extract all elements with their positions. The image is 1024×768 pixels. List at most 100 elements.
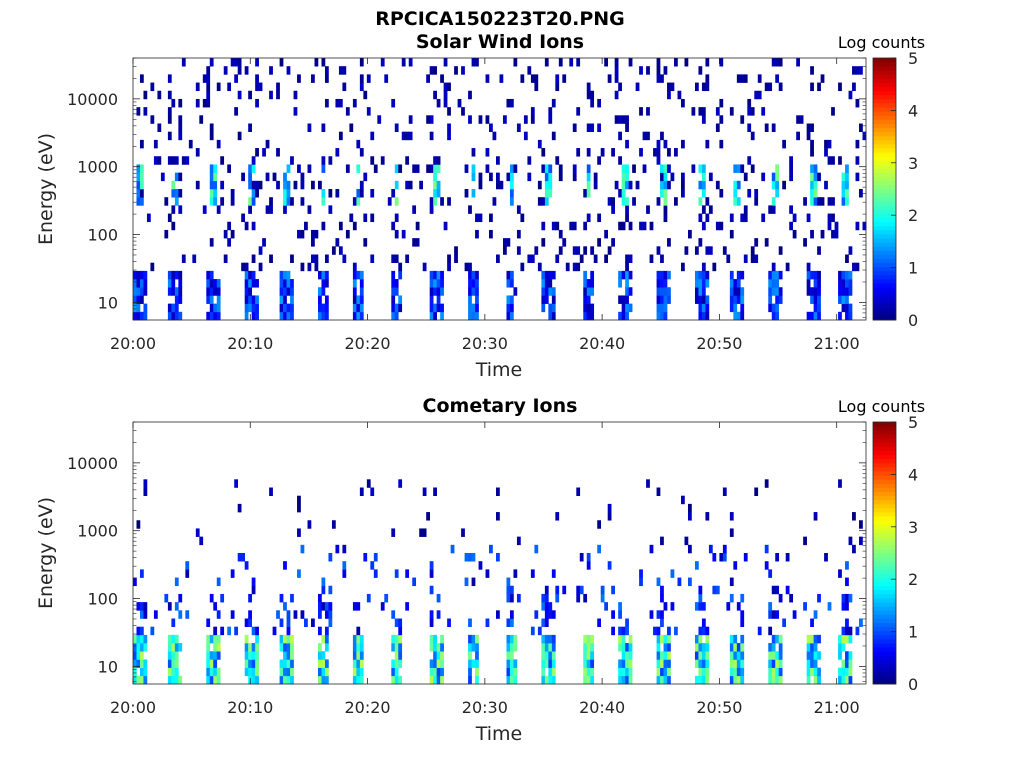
heatmap-cell	[551, 98, 556, 108]
heatmap-cell	[551, 659, 556, 668]
heatmap-cell	[729, 528, 734, 537]
heatmap-cell	[171, 287, 176, 296]
heatmap-cell	[639, 107, 643, 116]
heatmap-cell	[478, 180, 483, 190]
heatmap-cell	[436, 287, 441, 296]
heatmap-cell	[618, 295, 622, 304]
heatmap-cell	[297, 229, 301, 239]
heatmap-cell	[436, 303, 441, 313]
colorbar-swatch	[873, 651, 896, 656]
heatmap-cell	[429, 164, 434, 173]
heatmap-cell	[852, 512, 856, 521]
heatmap-cell	[681, 98, 685, 108]
heatmap-cell	[290, 651, 294, 660]
colorbar-swatch	[873, 156, 896, 161]
heatmap-cell	[859, 618, 863, 627]
heatmap-cell	[527, 66, 532, 75]
heatmap-cell	[845, 602, 849, 611]
heatmap-cell	[775, 667, 780, 677]
heatmap-cell	[328, 585, 333, 595]
heatmap-cell	[705, 303, 710, 313]
colorbar-swatch	[873, 516, 896, 521]
heatmap-cell	[429, 643, 434, 652]
heatmap-cell	[618, 82, 622, 92]
colorbar-swatch	[873, 238, 896, 243]
heatmap-cell	[649, 254, 654, 263]
heatmap-cell	[433, 303, 437, 313]
heatmap-cell	[708, 544, 713, 554]
heatmap-cell	[391, 287, 396, 296]
heatmap-cell	[318, 667, 322, 677]
heatmap-cell	[506, 303, 511, 313]
heatmap-cell	[314, 229, 319, 239]
heatmap-cell	[433, 659, 437, 668]
heatmap-cell	[506, 643, 511, 652]
heatmap-cell	[656, 643, 661, 652]
heatmap-cell	[502, 238, 507, 247]
heatmap-cell	[436, 279, 441, 288]
heatmap-cell	[241, 262, 245, 272]
heatmap-cell	[771, 667, 776, 677]
heatmap-cell	[845, 254, 849, 263]
heatmap-cell	[286, 279, 291, 288]
heatmap-cell	[701, 626, 706, 636]
heatmap-cell	[461, 107, 465, 116]
colorbar-swatch	[873, 663, 896, 669]
heatmap-cell	[544, 270, 549, 280]
heatmap-cell	[356, 311, 361, 321]
heatmap-cell	[206, 667, 211, 677]
heatmap-cell	[356, 667, 361, 677]
colorbar-swatch	[873, 675, 896, 681]
heatmap-cell	[394, 667, 399, 677]
heatmap-cell	[810, 618, 814, 627]
heatmap-cell	[824, 139, 828, 149]
heatmap-cell	[663, 651, 668, 660]
heatmap-cell	[813, 295, 818, 304]
heatmap-cell	[324, 311, 329, 321]
heatmap-cell	[698, 659, 703, 668]
heatmap-cell	[789, 593, 793, 603]
heatmap-cell	[778, 82, 783, 92]
heatmap-cell	[684, 246, 689, 255]
heatmap-cell	[178, 270, 183, 280]
heatmap-cell	[391, 279, 396, 288]
heatmap-cell	[841, 270, 846, 280]
heatmap-cell	[391, 303, 396, 313]
heatmap-cell	[548, 311, 553, 321]
heatmap-cell	[433, 172, 437, 182]
colorbar-swatch	[873, 589, 896, 595]
heatmap-cell	[740, 651, 745, 660]
heatmap-cell	[139, 74, 144, 83]
heatmap-cell	[698, 213, 703, 223]
heatmap-cell	[694, 659, 699, 668]
heatmap-cell	[625, 279, 629, 288]
heatmap-cell	[838, 82, 842, 92]
heatmap-cell	[785, 585, 790, 595]
heatmap-cell	[848, 659, 853, 668]
heatmap-cell	[789, 205, 793, 214]
heatmap-cell	[471, 189, 476, 198]
heatmap-cell	[625, 262, 629, 272]
heatmap-cell	[513, 164, 518, 173]
heatmap-cell	[660, 585, 664, 595]
heatmap-cell	[555, 512, 560, 521]
colorbar-swatch	[873, 66, 896, 71]
heatmap-cell	[530, 74, 535, 83]
heatmap-cell	[230, 189, 235, 198]
heatmap-cell	[611, 626, 615, 636]
heatmap-cell	[848, 626, 853, 636]
heatmap-cell	[778, 270, 783, 280]
heatmap-cell	[206, 295, 211, 304]
heatmap-cell	[377, 115, 382, 124]
heatmap-cell	[429, 561, 434, 570]
heatmap-cell	[202, 205, 207, 214]
heatmap-cell	[433, 675, 437, 685]
colorbar-swatch	[873, 115, 896, 120]
heatmap-cell	[698, 107, 703, 116]
heatmap-cell	[471, 577, 476, 587]
heatmap-cell	[356, 659, 361, 668]
heatmap-cell	[614, 74, 619, 83]
heatmap-cell	[433, 164, 437, 173]
y-tick-label: 1000	[77, 158, 118, 177]
heatmap-cell	[681, 180, 685, 190]
